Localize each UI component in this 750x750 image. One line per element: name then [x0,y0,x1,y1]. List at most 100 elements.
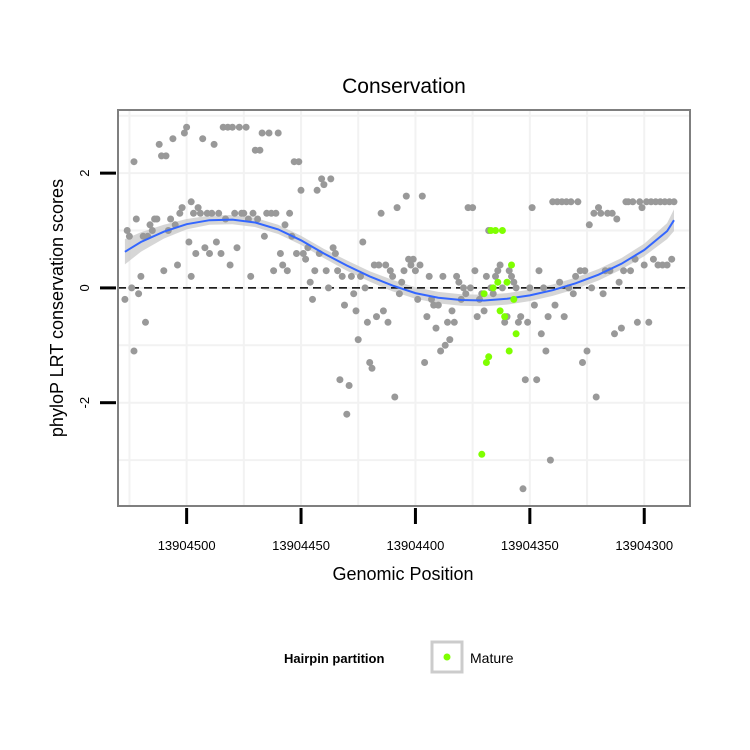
data-point [492,272,499,280]
chart-title: Conservation [342,75,466,98]
data-point [448,307,456,315]
data-point [599,290,607,298]
data-point [160,267,168,275]
data-point [546,456,554,464]
data-point [375,261,383,269]
data-point [617,324,625,332]
data-point [327,175,335,183]
data-point [409,255,417,263]
data-point [521,376,529,384]
y-axis-label: phyloP LRT conservation scores [47,179,67,437]
data-point [386,267,394,275]
data-point [382,261,390,269]
data-point [196,209,204,217]
data-point [434,301,442,309]
data-point [178,204,186,212]
data-point [411,267,419,275]
data-point [240,209,248,217]
data-point [510,278,518,286]
data-point [260,232,268,240]
data-point [256,146,264,154]
data-point [309,295,316,303]
data-point [471,267,479,275]
panel-background [118,110,690,506]
data-point [597,209,605,217]
data-point [400,267,408,275]
data-point [187,198,195,206]
data-point [498,284,506,292]
y-tick-label: 2 [77,170,92,177]
data-point [517,313,525,321]
data-point [174,261,181,269]
data-point [368,364,376,372]
data-point [494,267,502,275]
data-point [347,272,355,280]
data-point [595,204,602,212]
data-point [272,209,280,217]
data-point [325,284,332,292]
data-point [366,359,374,366]
data-point [215,209,223,217]
data-point [393,204,401,212]
data-point [508,272,515,280]
data-point [199,135,207,143]
data-point [331,250,339,257]
data-point [318,175,326,183]
data-point [137,272,145,280]
data-point [540,284,548,292]
data-point [295,158,303,166]
data-point [146,221,154,229]
data-point [480,307,488,315]
data-point [293,250,300,257]
data-point [130,347,138,355]
data-point [572,272,580,280]
data-point [407,261,415,269]
data-point [148,227,156,234]
data-point [444,318,451,326]
data-point [583,347,591,355]
data-point [640,261,648,269]
data-point [265,129,273,137]
data-point [389,272,397,280]
data-point [482,272,490,280]
data-point [336,376,344,384]
data-point [627,267,634,275]
data-point [569,290,577,298]
data-point [615,278,623,286]
data-point [279,261,287,269]
data-point [638,204,646,212]
mature-data-point [482,359,490,366]
data-point [567,198,575,206]
data-point [350,290,358,298]
data-point [556,278,564,286]
data-point [668,255,676,263]
data-point [286,209,294,217]
legend: Hairpin partition Mature [284,640,514,674]
data-point [338,272,346,280]
data-point [153,215,161,223]
data-point [343,410,351,418]
mature-data-point [494,278,502,286]
data-point [524,318,532,326]
mature-data-point [498,227,506,234]
data-point [359,238,367,246]
mature-data-point [492,227,499,234]
data-point [416,261,424,269]
data-point [455,278,463,286]
data-point [544,313,552,321]
data-point [636,198,644,206]
data-point [306,278,314,286]
panel-border [117,109,691,507]
mature-data-point [489,284,497,292]
data-point [155,140,163,148]
data-point [629,198,637,206]
legend-key-mature-point [443,653,451,661]
data-point [645,318,653,326]
x-tick-label: 13904300 [615,538,673,553]
data-point [613,215,621,223]
data-point [142,318,149,326]
x-tick-label: 13904400 [387,538,445,553]
data-point [345,382,353,389]
data-point [212,238,220,246]
data-point [551,301,559,309]
